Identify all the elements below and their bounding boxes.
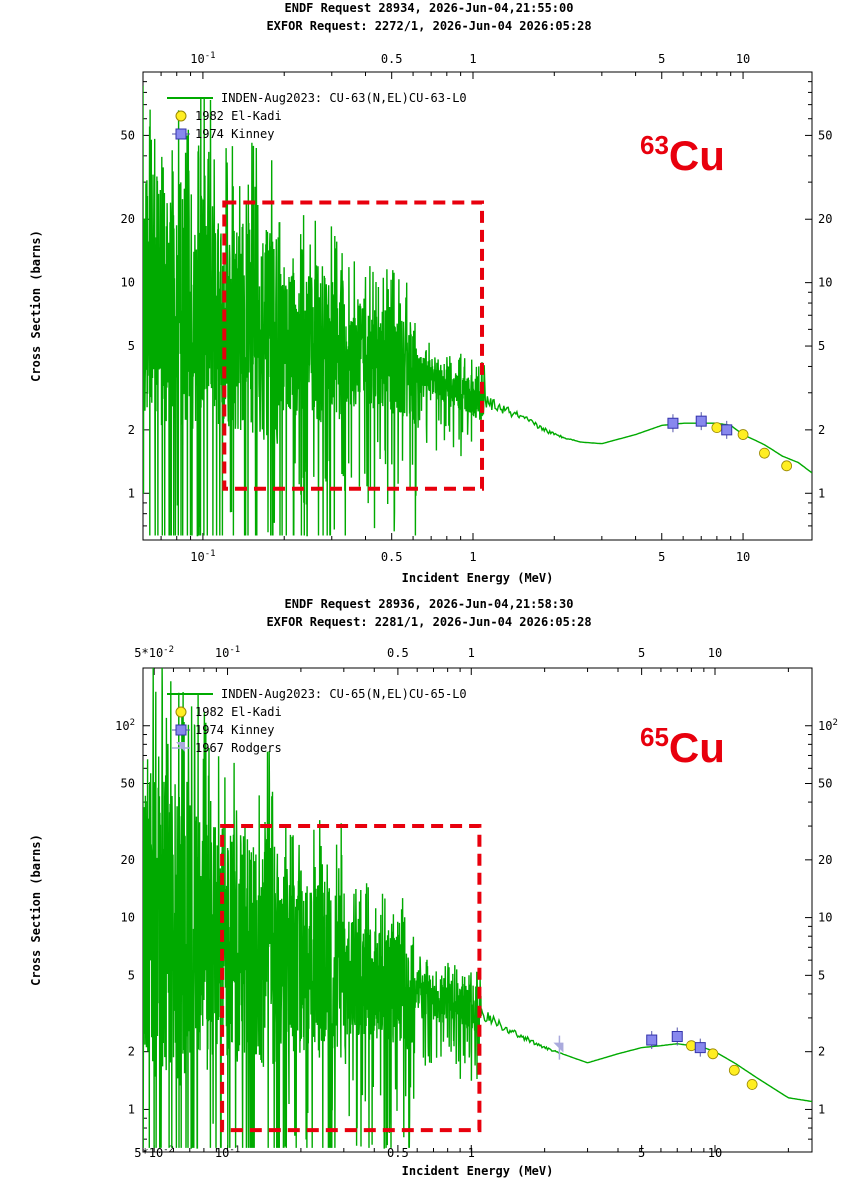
y-tick-label: 10: [121, 276, 135, 290]
chart-panel-2: ENDF Request 28936, 2026-Jun-04,21:58:30…: [29, 597, 838, 1178]
data-point-kinney: [694, 1042, 706, 1054]
y-tick-label-right: 20: [818, 212, 832, 226]
x-tick-label-top: 0.5: [381, 52, 403, 66]
series-line-evaluated: [143, 668, 812, 1149]
data-point-elkadi: [707, 1048, 719, 1060]
data-point-kinney: [695, 415, 707, 427]
header-exfor: EXFOR Request: 2281/1, 2026-Jun-04 2026:…: [266, 615, 591, 629]
x-tick-label: 10-1: [215, 1145, 240, 1160]
y-tick-label-right: 2: [818, 423, 825, 437]
x-tick-label-top: 10-1: [190, 51, 215, 66]
legend-swatch-square: [175, 128, 187, 140]
legend-entry: 1974 Kinney: [195, 127, 274, 141]
data-point-elkadi: [728, 1064, 740, 1076]
x-tick-label: 0.5: [387, 1146, 409, 1160]
x-axis-label: Incident Energy (MeV): [402, 1164, 554, 1178]
x-tick-label: 10: [708, 1146, 722, 1160]
y-axis-label: Cross Section (barns): [29, 834, 43, 986]
x-axis-label: Incident Energy (MeV): [402, 571, 554, 585]
x-tick-label: 5: [638, 1146, 645, 1160]
y-tick-label: 1: [128, 486, 135, 500]
legend-entry: INDEN-Aug2023: CU-65(N,EL)CU-65-L0: [221, 687, 467, 701]
x-tick-label-top: 1: [468, 646, 475, 660]
x-tick-label-top: 5: [638, 646, 645, 660]
x-tick-label-top: 1: [469, 52, 476, 66]
data-point-elkadi: [711, 422, 723, 434]
y-tick-label-right: 2: [818, 1045, 825, 1059]
chart-panel-1: ENDF Request 28934, 2026-Jun-04,21:55:00…: [29, 1, 832, 585]
y-tick-label: 2: [128, 423, 135, 437]
y-tick-label: 50: [121, 128, 135, 142]
x-tick-label-top: 10: [736, 52, 750, 66]
data-point-rodgers: [553, 1042, 564, 1053]
legend-swatch-triangle: [176, 742, 185, 752]
data-point-elkadi: [737, 429, 749, 440]
x-tick-label: 0.5: [381, 550, 403, 564]
legend-entry: INDEN-Aug2023: CU-63(N,EL)CU-63-L0: [221, 91, 467, 105]
y-tick-label-right: 10: [818, 911, 832, 925]
legend: INDEN-Aug2023: CU-65(N,EL)CU-65-L0 1982 E…: [167, 687, 467, 755]
y-tick-label: 20: [121, 853, 135, 867]
legend-entry: 1982 El-Kadi: [195, 705, 282, 719]
y-tick-label-right: 5: [818, 339, 825, 353]
legend-entry: 1967 Rodgers: [195, 741, 282, 755]
isotope-label: 65Cu: [640, 722, 725, 771]
y-tick-label: 1: [128, 1102, 135, 1116]
series-line-evaluated: [143, 85, 812, 537]
y-tick-label: 5: [128, 339, 135, 353]
x-tick-label-top: 0.5: [387, 646, 409, 660]
annotation-dashed-box: [220, 824, 482, 1133]
legend-entry: 1974 Kinney: [195, 723, 274, 737]
y-axis-label: Cross Section (barns): [29, 230, 43, 382]
plot-area: [143, 668, 812, 1149]
data-point-elkadi: [746, 1079, 758, 1090]
x-tick-label: 10-1: [190, 549, 215, 564]
x-tick-label-top: 5*10-2: [134, 645, 174, 660]
y-tick-label-right: 1: [818, 1102, 825, 1116]
x-tick-label: 1: [469, 550, 476, 564]
data-point-kinney: [721, 424, 733, 436]
x-tick-label: 5*10-2: [134, 1145, 174, 1160]
legend: INDEN-Aug2023: CU-63(N,EL)CU-63-L0 1982 E…: [167, 91, 467, 141]
x-tick-label: 5: [658, 550, 665, 564]
y-tick-label-right: 102: [818, 718, 838, 733]
y-tick-label: 20: [121, 212, 135, 226]
annotation-dashed-box: [222, 200, 485, 491]
x-tick-label-top: 10-1: [215, 645, 240, 660]
y-tick-label: 2: [128, 1045, 135, 1059]
y-tick-label-right: 1: [818, 486, 825, 500]
y-tick-label-right: 10: [818, 276, 832, 290]
header-endf: ENDF Request 28934, 2026-Jun-04,21:55:00: [285, 1, 574, 15]
y-tick-label: 10: [121, 911, 135, 925]
x-tick-label: 1: [468, 1146, 475, 1160]
data-point-kinney: [667, 417, 679, 429]
x-tick-label-top: 10: [708, 646, 722, 660]
legend-entry: 1982 El-Kadi: [195, 109, 282, 123]
y-tick-label: 50: [121, 777, 135, 791]
header-endf: ENDF Request 28936, 2026-Jun-04,21:58:30: [285, 597, 574, 611]
x-tick-label: 10: [736, 550, 750, 564]
y-tick-label: 5: [128, 968, 135, 982]
legend-swatch-circle: [175, 706, 187, 718]
y-tick-label-right: 50: [818, 128, 832, 142]
data-point-elkadi: [781, 460, 793, 472]
x-tick-label-top: 5: [658, 52, 665, 66]
y-tick-label-right: 20: [818, 853, 832, 867]
y-tick-label: 102: [115, 718, 135, 733]
data-point-elkadi: [759, 447, 770, 459]
y-tick-label-right: 50: [818, 777, 832, 791]
plot-area: [143, 85, 812, 537]
y-tick-label-right: 5: [818, 968, 825, 982]
legend-swatch-circle: [175, 110, 187, 122]
data-point-kinney: [646, 1034, 658, 1046]
isotope-label: 63Cu: [640, 130, 725, 179]
data-point-kinney: [671, 1030, 683, 1042]
header-exfor: EXFOR Request: 2272/1, 2026-Jun-04 2026:…: [266, 19, 591, 33]
legend-swatch-square: [175, 724, 187, 736]
